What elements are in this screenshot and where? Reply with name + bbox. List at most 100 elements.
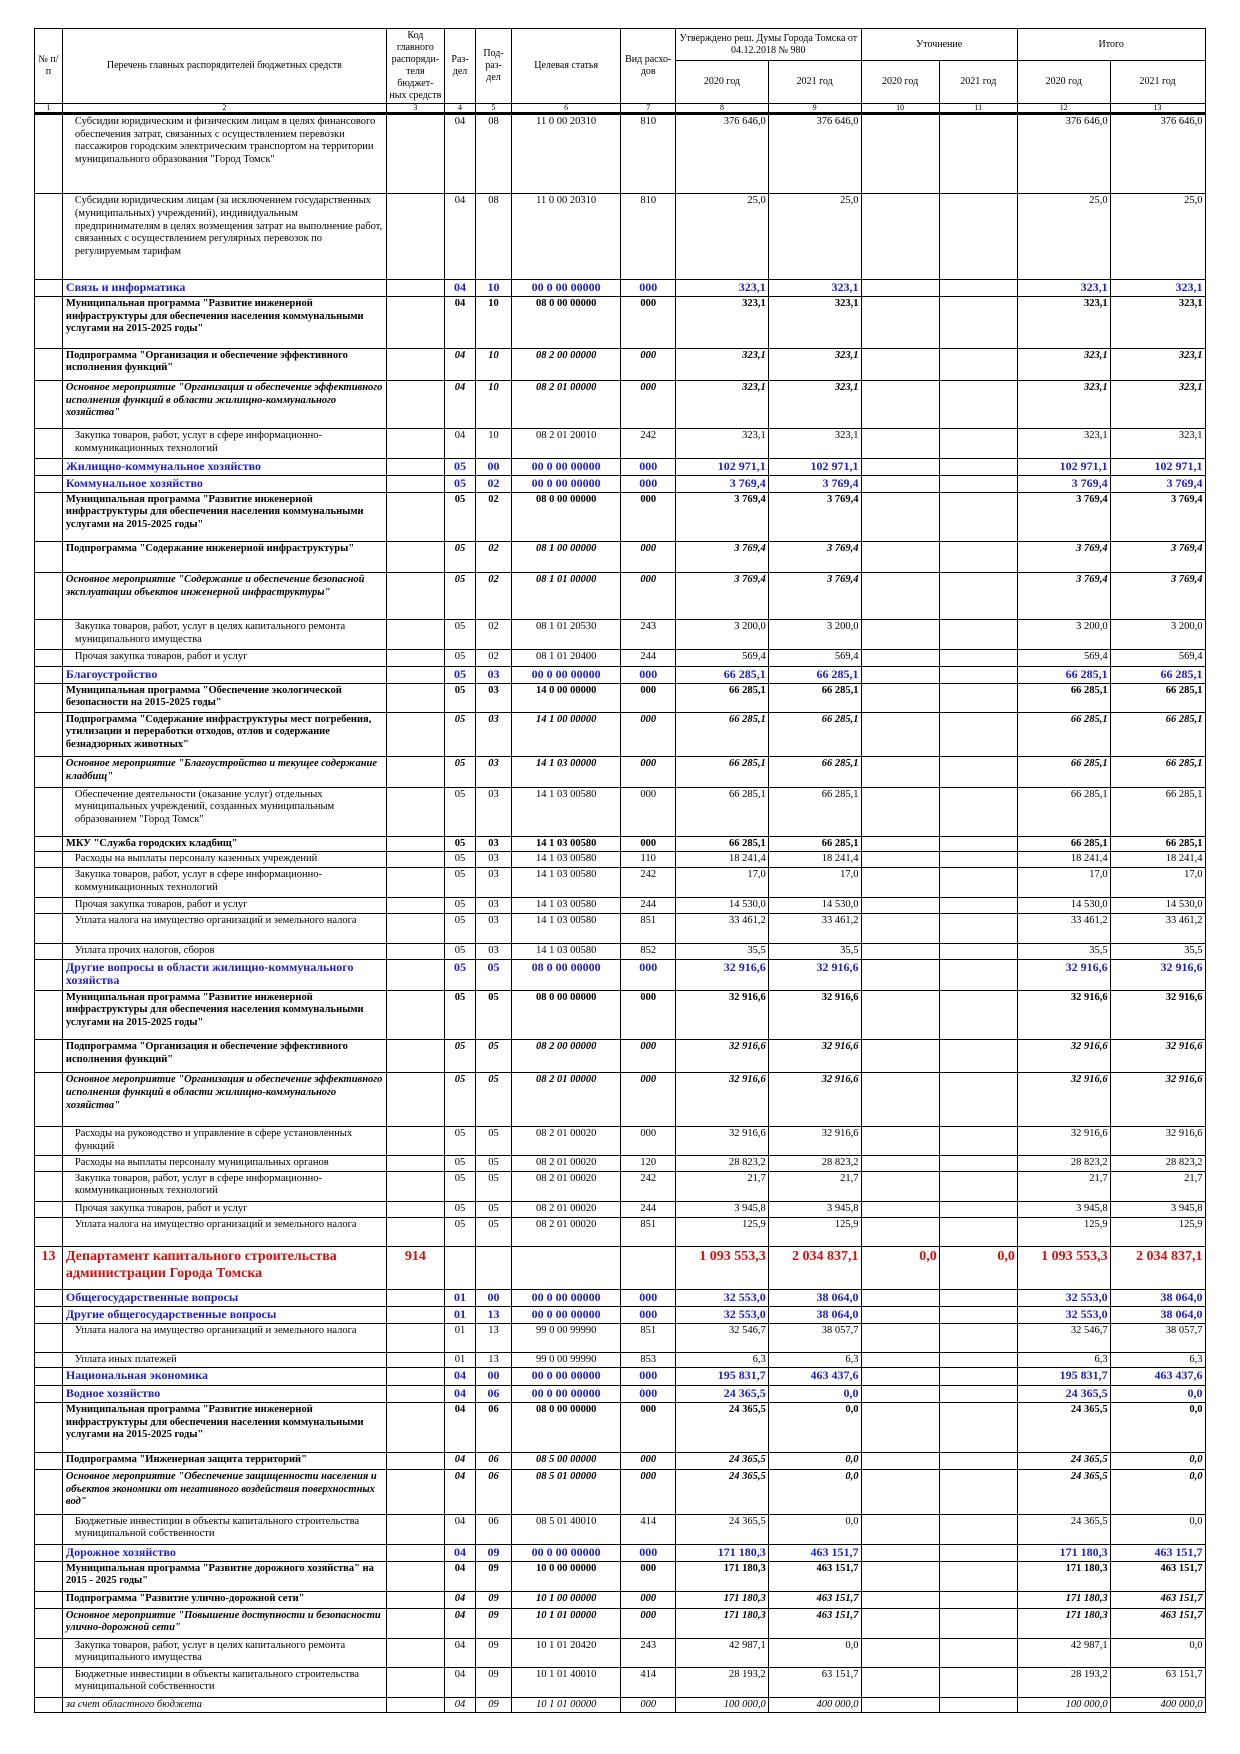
table-cell: [938, 1126, 1018, 1157]
table-row: Подпрограмма "Развитие улично-дорожной с…: [34, 1590, 1206, 1609]
table-cell: 3 769,4: [767, 572, 862, 621]
table-cell: 24 365,5: [1016, 1401, 1111, 1454]
table-cell: 04: [443, 347, 477, 381]
table-cell: [938, 474, 1018, 493]
table-cell: 323,1: [1109, 379, 1206, 430]
table-cell: 24 365,5: [1016, 1385, 1111, 1403]
table-cell: [860, 1155, 940, 1172]
table-row: Связь и информатика 04 10 00 0 00 00000 000 3…: [34, 279, 1206, 298]
table-cell: [860, 1543, 940, 1562]
table-cell: [34, 572, 63, 621]
table-cell: 000: [620, 1289, 677, 1307]
table-cell: [385, 1200, 445, 1218]
table-cell: 32 916,6: [675, 1126, 769, 1157]
table-cell: 463 437,6: [767, 1367, 862, 1387]
table-cell: [860, 786, 940, 837]
table-cell: 05: [443, 491, 477, 542]
table-cell: 38 064,0: [767, 1305, 862, 1324]
table-row: Основное мероприятие "Организация и обес…: [34, 1072, 1206, 1128]
table-cell: [34, 682, 63, 713]
table-cell: Муниципальная программа "Развитие инжене…: [61, 296, 387, 349]
table-cell: 03: [475, 851, 512, 868]
table-cell: [34, 912, 63, 944]
table-cell: 04: [443, 1385, 477, 1403]
table-cell: 376 646,0: [767, 112, 862, 195]
table-cell: [938, 540, 1018, 574]
table-cell: 000: [620, 1305, 677, 1324]
table-cell: [938, 649, 1018, 667]
table-cell: 08 0 00 00000: [510, 989, 622, 1040]
table-cell: 32 916,6: [1109, 1038, 1206, 1074]
table-cell: 376 646,0: [1109, 112, 1206, 195]
table-cell: 00 0 00 00000: [510, 279, 622, 298]
table-cell: [860, 1351, 940, 1369]
table-cell: [34, 942, 63, 960]
table-cell: [385, 835, 445, 853]
table-cell: 38 064,0: [1109, 1305, 1206, 1324]
table-cell: [510, 1245, 622, 1291]
table-cell: 17,0: [1109, 866, 1206, 899]
table-cell: 851: [620, 1216, 677, 1247]
table-cell: [34, 1126, 63, 1157]
table-cell: 63 151,7: [767, 1666, 862, 1698]
header-cell: 2020 год: [675, 60, 769, 104]
table-cell: [938, 193, 1018, 281]
table-cell: 125,9: [675, 1216, 769, 1247]
header-cell: Перечень главных распорядителей бюджетны…: [61, 28, 387, 104]
table-row: Закупка товаров, работ, услуг в целях ка…: [34, 619, 1206, 651]
table-cell: [860, 851, 940, 868]
table-cell: 323,1: [675, 279, 769, 298]
table-cell: [860, 1560, 940, 1592]
table-cell: [938, 1170, 1018, 1202]
table-cell: 03: [475, 897, 512, 914]
header-cell: 2020 год: [1016, 60, 1111, 104]
table-cell: [34, 897, 63, 914]
table-cell: 244: [620, 897, 677, 914]
table-cell: 242: [620, 427, 677, 460]
table-cell: [34, 1038, 63, 1074]
table-cell: 323,1: [1016, 347, 1111, 381]
table-cell: 08 2 01 00020: [510, 1126, 622, 1157]
table-cell: 914: [385, 1245, 445, 1291]
table-cell: 04: [443, 112, 477, 195]
table-cell: [938, 1155, 1018, 1172]
table-cell: Уплата иных платежей: [61, 1351, 387, 1369]
table-cell: 195 831,7: [1016, 1367, 1111, 1387]
table-cell: 09: [475, 1666, 512, 1698]
table-cell: 09: [475, 1560, 512, 1592]
table-cell: 3 945,8: [1016, 1200, 1111, 1218]
table-cell: Прочая закупка товаров, работ и услуг: [61, 897, 387, 914]
table-cell: 08: [475, 112, 512, 195]
table-cell: Уплата налога на имущество организаций и…: [61, 912, 387, 944]
table-row: Муниципальная программа "Обеспечение эко…: [34, 682, 1206, 713]
table-cell: 66 285,1: [1109, 711, 1206, 758]
table-cell: 569,4: [1109, 649, 1206, 667]
table-cell: [34, 1351, 63, 1369]
table-cell: [860, 649, 940, 667]
table-cell: 0,0: [767, 1452, 862, 1470]
table-cell: [938, 1696, 1018, 1714]
table-row: Основное мероприятие "Организация и обес…: [34, 379, 1206, 430]
table-row: Жилищно-коммунальное хозяйство 05 00 00 0 0…: [34, 458, 1206, 476]
table-cell: [385, 1289, 445, 1307]
table-cell: 14 530,0: [1016, 897, 1111, 914]
table-cell: 414: [620, 1513, 677, 1545]
table-cell: [34, 866, 63, 899]
table-cell: [34, 1452, 63, 1470]
table-cell: 14 0 00 00000: [510, 682, 622, 713]
table-cell: [860, 989, 940, 1040]
table-cell: 05: [475, 1216, 512, 1247]
table-cell: 32 916,6: [675, 989, 769, 1040]
table-cell: 323,1: [1109, 347, 1206, 381]
table-cell: 463 151,7: [1109, 1607, 1206, 1639]
table-cell: [34, 1155, 63, 1172]
table-row: Расходы на выплаты персоналу казенных уч…: [34, 851, 1206, 868]
table-cell: 04: [443, 1452, 477, 1470]
table-cell: 05: [443, 1072, 477, 1128]
table-cell: [34, 540, 63, 574]
table-row: 13 Департамент капитального строительства…: [34, 1245, 1206, 1291]
table-cell: 18 241,4: [675, 851, 769, 868]
table-cell: 14 1 03 00580: [510, 912, 622, 944]
table-cell: [385, 491, 445, 542]
table-cell: Обеспечение деятельности (оказание услуг…: [61, 786, 387, 837]
